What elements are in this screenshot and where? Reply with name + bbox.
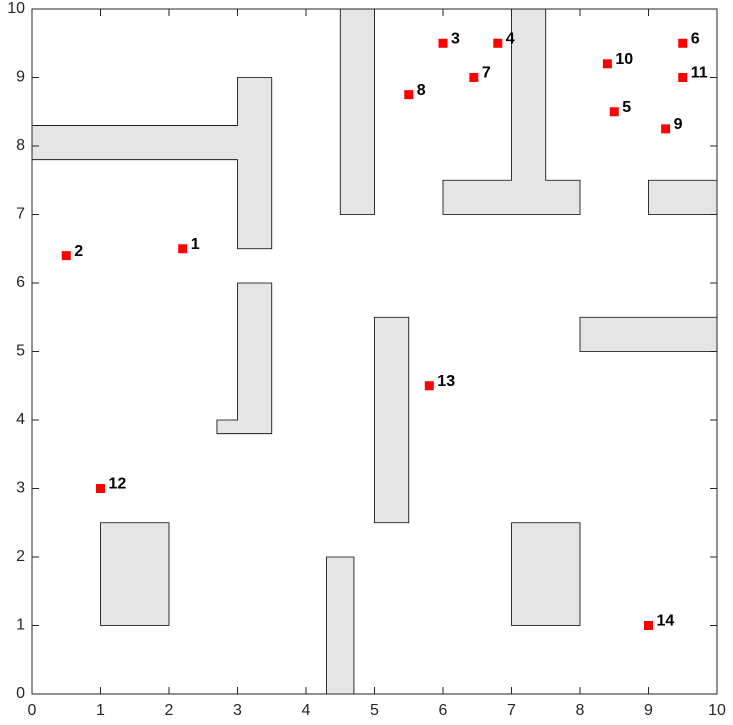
point: [493, 38, 503, 48]
point: [609, 107, 619, 117]
x-tick-label: 7: [507, 702, 516, 719]
point: [644, 621, 653, 630]
point: [602, 59, 612, 69]
point-label: 9: [674, 116, 683, 133]
y-tick-label: 3: [16, 480, 25, 497]
point: [469, 73, 479, 82]
obstacle: [100, 522, 170, 626]
obstacle: [511, 522, 581, 626]
point: [438, 38, 448, 48]
point-label: 13: [437, 373, 455, 390]
x-tick-label: 3: [233, 702, 242, 719]
point: [178, 244, 188, 254]
y-tick-label: 8: [16, 137, 25, 154]
x-tick-label: 2: [165, 702, 174, 719]
y-tick-label: 9: [16, 69, 25, 86]
point-label: 3: [451, 30, 460, 47]
point-label: 6: [691, 30, 700, 47]
obstacle: [216, 282, 273, 435]
point: [404, 90, 414, 100]
obstacle: [374, 316, 410, 524]
y-tick-label: 6: [16, 274, 25, 291]
x-tick-label: 9: [644, 702, 653, 719]
x-tick-label: 8: [576, 702, 585, 719]
point: [661, 124, 671, 134]
point-label: 1: [191, 236, 200, 253]
point-label: 10: [615, 51, 633, 68]
point-label: 5: [622, 99, 631, 116]
x-tick-label: 10: [708, 702, 726, 719]
point-label: 11: [691, 65, 708, 82]
obstacle: [31, 77, 273, 250]
point-label: 7: [482, 65, 491, 82]
obstacle: [339, 8, 375, 215]
x-tick-label: 1: [96, 702, 105, 719]
point: [678, 73, 688, 82]
x-tick-label: 5: [370, 702, 379, 719]
obstacle: [442, 8, 581, 215]
y-tick-label: 5: [16, 343, 25, 360]
obstacle: [579, 316, 718, 352]
x-tick-label: 0: [28, 702, 37, 719]
y-tick-label: 0: [16, 685, 25, 702]
point-label: 4: [506, 30, 515, 47]
point-label: 2: [74, 243, 83, 260]
point: [424, 381, 434, 391]
y-tick-label: 1: [16, 617, 25, 634]
point-label: 12: [109, 476, 127, 493]
obstacle: [326, 556, 355, 695]
point: [678, 38, 688, 48]
y-tick-label: 4: [16, 411, 25, 428]
point: [96, 484, 105, 493]
point-label: 14: [657, 613, 675, 630]
point-label: 8: [417, 82, 426, 99]
y-tick-label: 2: [16, 548, 25, 565]
x-tick-label: 4: [302, 702, 311, 719]
y-tick-label: 10: [7, 0, 25, 17]
point: [61, 251, 71, 261]
x-tick-label: 6: [439, 702, 448, 719]
y-tick-label: 7: [16, 206, 25, 223]
obstacle: [648, 179, 718, 215]
